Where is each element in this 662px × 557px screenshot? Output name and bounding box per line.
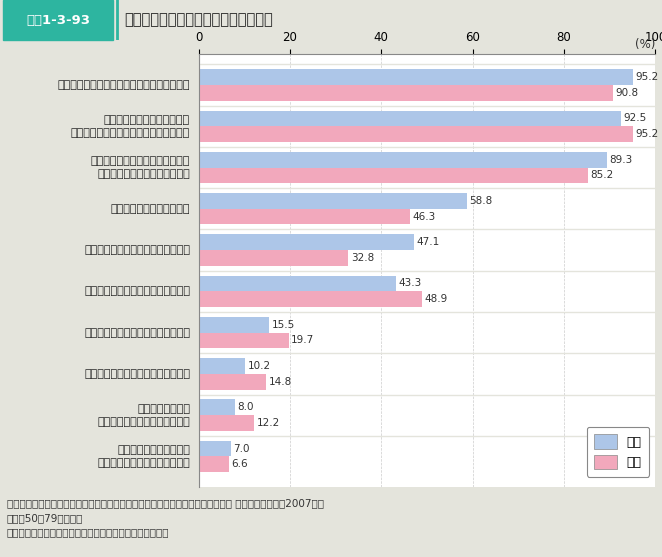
Bar [199,234,414,250]
Bar [199,456,229,472]
Bar [199,152,606,168]
Text: 孫と接するとき、怪我をさせたり
体調を崩させないか気をつかう: 孫と接するとき、怪我をさせたり 体調を崩させないか気をつかう [91,156,190,179]
Text: 32.8: 32.8 [351,253,374,263]
Bar [199,126,634,142]
Bar [199,85,614,101]
Bar [199,291,422,307]
Text: 資料：株式会社第一生命経済研究所「子育て世代のワーク・ライフ・バランスと ゝ祖父母力ゝ」（2007年）
対象：50～79歳の男女
（注）　「そう思う」「まあそう: 資料：株式会社第一生命経済研究所「子育て世代のワーク・ライフ・バランスと ゝ祖父… [7,498,324,538]
Text: 10.2: 10.2 [248,361,271,371]
Text: 15.5: 15.5 [271,320,295,330]
Bar [199,111,621,126]
Bar [199,193,467,209]
Text: 95.2: 95.2 [636,72,659,82]
Text: 孫がいることに張り合いや生き甲斐を感じる: 孫がいることに張り合いや生き甲斐を感じる [58,80,190,90]
Text: 90.8: 90.8 [616,88,639,98]
Text: 孫の世話の負担が重く、
自分のための時間が取りにくい: 孫の世話の負担が重く、 自分のための時間が取りにくい [97,445,190,468]
Bar [199,168,588,183]
Text: 8.0: 8.0 [238,402,254,412]
Bar [199,415,254,431]
Text: 12.2: 12.2 [257,418,280,428]
Text: 47.1: 47.1 [416,237,440,247]
Bar [199,358,245,374]
Text: 6.6: 6.6 [231,460,248,469]
Text: 図表1-3-93: 図表1-3-93 [26,13,90,27]
Bar [199,250,348,266]
Text: 孫への支援に経済面で負担を感じる: 孫への支援に経済面で負担を感じる [84,369,190,379]
Bar [199,399,235,415]
Text: 46.3: 46.3 [412,212,436,222]
Bar [199,374,266,389]
Bar [199,69,634,85]
FancyBboxPatch shape [3,0,113,40]
Bar [199,333,289,348]
Text: 43.3: 43.3 [399,278,422,289]
Text: 孫の親は子育てを
自分に頼りすぎている面がある: 孫の親は子育てを 自分に頼りすぎている面がある [97,404,190,427]
Bar [199,209,410,224]
Bar [199,276,397,291]
Text: 89.3: 89.3 [609,155,632,165]
Text: 7.0: 7.0 [233,443,250,453]
Bar [199,441,230,456]
Text: 95.2: 95.2 [636,129,659,139]
Text: (%): (%) [635,38,655,51]
Text: 親として子育てをした頃より
精神的なゆとりを持って孫に接している: 親として子育てをした頃より 精神的なゆとりを持って孫に接している [71,115,190,138]
Text: 孫の子育てにもう少しかかわりたい: 孫の子育てにもう少しかかわりたい [84,245,190,255]
Text: 19.7: 19.7 [291,335,314,345]
Text: 48.9: 48.9 [424,294,448,304]
Text: 孫をつい甘やかしてしまう: 孫をつい甘やかしてしまう [111,204,190,214]
Legend: 祖父, 祖母: 祖父, 祖母 [587,427,649,477]
Bar [199,317,269,333]
Text: 14.8: 14.8 [269,377,292,387]
Text: 58.8: 58.8 [469,196,493,206]
Text: 孫と接すると精神的に疲れを感じる: 孫と接すると精神的に疲れを感じる [84,328,190,338]
Text: 孫と接すると身体的に疲れを感じる: 孫と接すると身体的に疲れを感じる [84,286,190,296]
Text: 祖父母世代の孫との関係に関する意識: 祖父母世代の孫との関係に関する意識 [124,13,273,27]
Text: 92.5: 92.5 [624,114,647,124]
Text: 85.2: 85.2 [590,170,613,180]
